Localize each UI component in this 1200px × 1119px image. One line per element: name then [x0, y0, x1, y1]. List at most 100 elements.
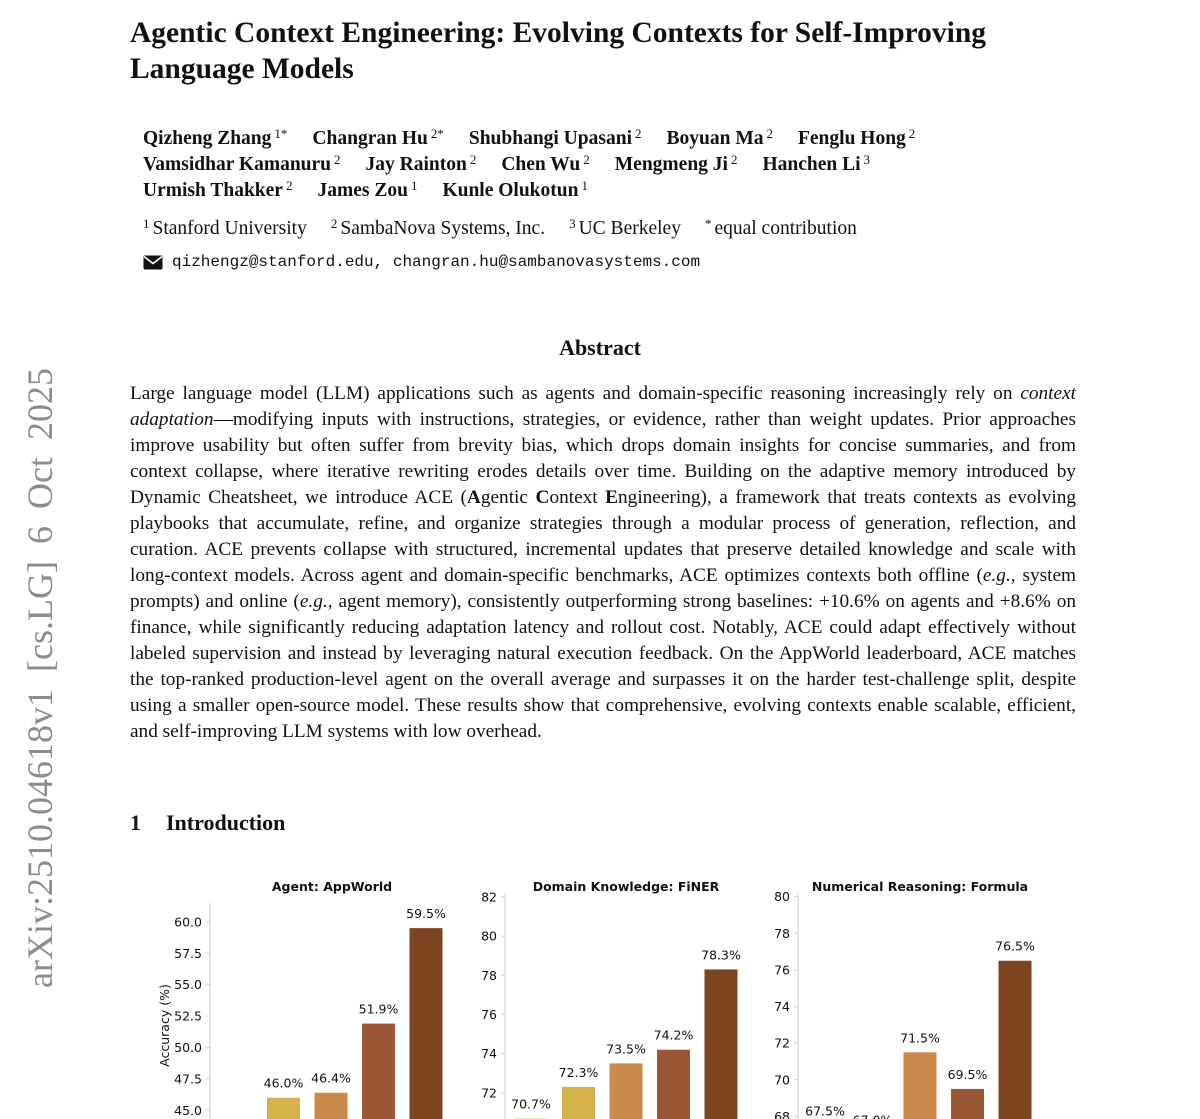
bar: [951, 1088, 984, 1119]
author: Vamsidhar Kamanuru 2: [143, 152, 341, 175]
abstract-run: —modifying inputs with instructions, str…: [130, 409, 1076, 508]
author-mark: 1: [410, 178, 418, 193]
y-tick-label: 70: [774, 1072, 790, 1087]
author-name: Chen Wu: [501, 154, 581, 175]
value-label: 74.2%: [654, 1028, 694, 1043]
value-label: 73.5%: [606, 1041, 646, 1056]
y-tick-label: 72: [481, 1085, 497, 1100]
author: Qizheng Zhang 1*: [143, 126, 288, 149]
email-icon: [143, 255, 163, 270]
author-mark: 2: [334, 152, 341, 167]
value-label: 67.0%: [853, 1113, 893, 1119]
affiliation-mark: 2: [330, 216, 338, 231]
author-name: Boyuan Ma: [666, 128, 764, 149]
value-label: 78.3%: [701, 947, 741, 962]
author-mark: 1*: [274, 126, 288, 141]
affiliation-name: UC Berkeley: [578, 218, 681, 239]
author-line: Vamsidhar Kamanuru 2 Jay Rainton 2 Chen Wu 2 M…: [143, 152, 895, 176]
author-mark: 3: [863, 152, 871, 167]
y-axis-label: Accuracy (%): [157, 984, 172, 1067]
value-label: 71.5%: [900, 1030, 940, 1045]
abstract-run: , system prompts) and online (: [130, 565, 1076, 612]
affiliation-name: equal contribution: [714, 218, 857, 239]
abstract-run: E: [605, 487, 619, 508]
author: Boyuan Ma 2: [666, 127, 773, 149]
author-name: Changran Hu: [312, 128, 428, 149]
author: Kunle Olukotun 1: [442, 178, 588, 201]
value-label: 69.5%: [948, 1067, 988, 1082]
bar: [409, 928, 443, 1119]
chart-title: Numerical Reasoning: Formula: [812, 879, 1028, 894]
chart-title: Agent: AppWorld: [272, 879, 392, 894]
abstract-run: , agent memory), consistently outperform…: [130, 591, 1076, 742]
y-tick-label: 55.0: [174, 977, 202, 992]
author: Changran Hu 2*: [312, 126, 444, 149]
bar: [657, 1049, 690, 1119]
author: Urmish Thakker 2: [143, 179, 292, 201]
author: Fenglu Hong 2: [797, 126, 916, 149]
bar: [609, 1063, 643, 1119]
author-mark: 2: [730, 152, 738, 167]
abstract-run: ontext: [549, 487, 606, 508]
bar: [362, 1023, 395, 1119]
y-tick-label: 82: [481, 889, 497, 904]
y-tick-label: 47.5: [174, 1071, 202, 1086]
author: Shubhangi Upasani 2: [468, 126, 642, 149]
value-label: 46.0%: [264, 1076, 304, 1091]
affiliation-name: Stanford University: [152, 218, 307, 239]
affiliation-mark: *: [704, 216, 712, 231]
value-label: 46.4%: [311, 1071, 351, 1086]
author-name: Kunle Olukotun: [442, 180, 579, 201]
bar: [704, 969, 738, 1119]
paper-title: Agentic Context Engineering: Evolving Co…: [130, 17, 987, 85]
bar: [267, 1097, 300, 1119]
y-tick-label: 74: [774, 999, 790, 1014]
value-label: 51.9%: [359, 1002, 399, 1017]
affiliation: 1 Stanford University: [143, 216, 307, 239]
author-line: Urmish Thakker 2 James Zou 1 Kunle Olukotun 1: [143, 178, 613, 202]
affiliation: 3 UC Berkeley: [569, 216, 681, 239]
author-name: Shubhangi Upasani: [468, 128, 632, 149]
y-tick-label: 78: [774, 926, 790, 941]
value-label: 76.5%: [995, 939, 1035, 954]
y-tick-label: 60.0: [174, 914, 202, 929]
abstract-run: Large language model (LLM) applications …: [130, 383, 1021, 404]
author-name: Qizheng Zhang: [143, 128, 272, 149]
author-mark: 2: [908, 126, 916, 141]
author-name: Urmish Thakker: [143, 180, 283, 201]
y-tick-label: 45.0: [174, 1103, 202, 1118]
author-name: Vamsidhar Kamanuru: [143, 154, 332, 175]
value-label: 70.7%: [511, 1096, 551, 1111]
abstract-run: e.g.: [299, 591, 328, 612]
bar: [903, 1052, 937, 1119]
affiliation-mark: 3: [569, 216, 576, 231]
section-title: Introduction: [166, 810, 286, 835]
y-tick-label: 76: [481, 1007, 497, 1022]
y-tick-label: 76: [774, 962, 790, 977]
y-tick-label: 68: [774, 1109, 790, 1119]
author-mark: 1: [581, 178, 588, 193]
affiliations: 1 Stanford University 2 SambaNova Systems, …: [143, 216, 881, 240]
y-tick-label: 80: [481, 929, 497, 944]
author-name: Mengmeng Ji: [614, 154, 728, 175]
chart-title: Domain Knowledge: FiNER: [533, 879, 720, 894]
affiliation-name: SambaNova Systems, Inc.: [340, 218, 546, 239]
abstract-run: gentic: [480, 487, 536, 508]
affiliation-mark: 1: [143, 216, 150, 231]
y-tick-label: 78: [481, 968, 497, 983]
y-tick-label: 80: [774, 889, 790, 904]
author-mark: 2*: [430, 126, 444, 141]
y-tick-label: 72: [774, 1036, 790, 1051]
email: qizhengz@stanford.edu, changran.hu@samba…: [172, 253, 701, 271]
value-label: 72.3%: [559, 1065, 599, 1080]
author-name: Fenglu Hong: [797, 128, 906, 149]
abstract-run: ngineering), a framework that treats con…: [130, 487, 1076, 586]
author-mark: 2: [635, 126, 642, 141]
bar: [562, 1086, 595, 1119]
affiliation: * equal contribution: [704, 216, 857, 239]
author-name: James Zou: [317, 180, 408, 201]
abstract-text: Large language model (LLM) applications …: [130, 381, 1076, 745]
value-label: 67.5%: [805, 1104, 845, 1119]
abstract-run: context adaptation: [130, 383, 1076, 430]
